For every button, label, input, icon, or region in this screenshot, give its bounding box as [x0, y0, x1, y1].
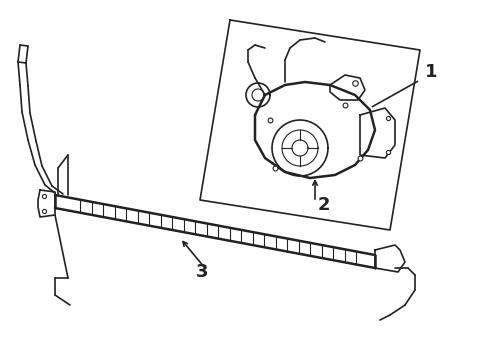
Text: 1: 1	[425, 63, 438, 81]
Text: 2: 2	[318, 196, 330, 214]
Text: 3: 3	[196, 263, 209, 281]
